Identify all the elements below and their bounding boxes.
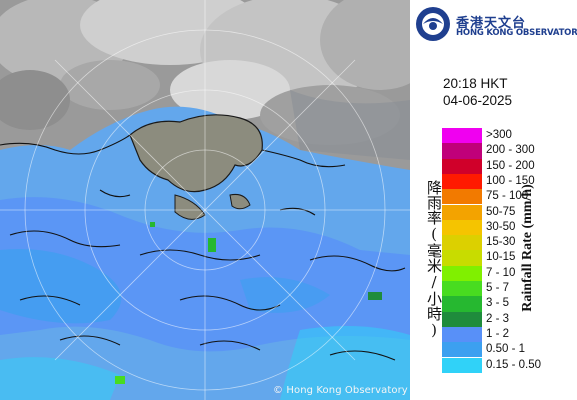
legend-swatch <box>442 296 482 312</box>
legend-swatch <box>442 311 482 327</box>
legend-row: 0.15 - 0.50 <box>442 357 577 373</box>
legend-row: 200 - 300 <box>442 143 577 159</box>
legend-range-label: 200 - 300 <box>486 144 535 157</box>
legend-row: 5 - 7 <box>442 281 577 297</box>
legend-swatch <box>442 265 482 281</box>
legend-swatch <box>442 173 482 190</box>
legend-row: >300 <box>442 128 577 144</box>
hko-logo: 香港天文台 HONG KONG OBSERVATORY <box>415 6 577 42</box>
hko-emblem-icon <box>416 7 450 41</box>
legend-title-chinese: 降雨率(毫米/小時) <box>425 180 443 339</box>
radar-image <box>0 0 410 400</box>
legend-swatch <box>442 326 482 343</box>
legend-row: 0.50 - 1 <box>442 342 577 358</box>
legend-row: 30-50 <box>442 219 577 236</box>
legend-range-label: 5 - 7 <box>486 282 510 294</box>
hong-kong-land <box>129 114 263 193</box>
legend-range-label: 7 - 10 <box>486 266 516 279</box>
legend-swatch <box>442 281 482 297</box>
legend-swatch <box>442 342 482 358</box>
legend-range-label: 50-75 <box>486 205 516 218</box>
legend-range-label: 30-50 <box>486 220 516 233</box>
legend-swatch <box>442 219 482 236</box>
legend-swatch <box>442 158 482 174</box>
legend-row: 7 - 10 <box>442 265 577 281</box>
legend-range-label: 100 - 150 <box>486 174 535 187</box>
legend-range-label: 10-15 <box>486 251 516 264</box>
range-rings <box>0 0 410 400</box>
legend-row: 15-30 <box>442 235 577 251</box>
legend-swatch <box>442 143 482 159</box>
radar-map: © Hong Kong Observatory <box>0 0 410 400</box>
legend-swatch <box>442 128 482 144</box>
legend-panel: 香港天文台 HONG KONG OBSERVATORY 20:18 HKT 04… <box>410 0 577 400</box>
observation-time: 20:18 HKT <box>443 76 508 91</box>
legend-range-label: 0.50 - 1 <box>486 343 525 356</box>
legend-title-english: Rainfall Rate (mm/h) <box>520 184 535 312</box>
legend-row: 100 - 150 <box>442 173 577 190</box>
legend-swatch <box>442 189 482 205</box>
legend-range-label: 150 - 200 <box>486 159 535 172</box>
legend-range-label: 75 - 100 <box>486 190 529 203</box>
legend-swatch <box>442 235 482 251</box>
legend-swatch <box>442 250 482 266</box>
legend-range-label: 1 - 2 <box>486 327 510 340</box>
legend-row: 150 - 200 <box>442 158 577 174</box>
legend-swatch <box>442 204 482 220</box>
legend-range-label: 0.15 - 0.50 <box>486 358 541 371</box>
legend-range-label: 2 - 3 <box>486 312 510 325</box>
legend-row: 1 - 2 <box>442 326 577 343</box>
legend-row: 3 - 5 <box>442 296 577 312</box>
legend-range-label: 15-30 <box>486 236 516 249</box>
observation-date: 04-06-2025 <box>443 93 513 108</box>
logo-chinese-text: 香港天文台 <box>456 16 527 31</box>
legend-row: 50-75 <box>442 204 577 220</box>
rain-cells-moderate <box>115 222 382 384</box>
logo-english-text: HONG KONG OBSERVATORY <box>456 28 577 38</box>
legend-row: 10-15 <box>442 250 577 266</box>
legend-swatch <box>442 357 482 373</box>
legend-row: 75 - 100 <box>442 189 577 205</box>
legend-range-label: 3 - 5 <box>486 297 510 310</box>
legend-range-label: >300 <box>486 129 512 141</box>
copyright-text: © Hong Kong Observatory <box>273 385 408 396</box>
legend-row: 2 - 3 <box>442 311 577 327</box>
